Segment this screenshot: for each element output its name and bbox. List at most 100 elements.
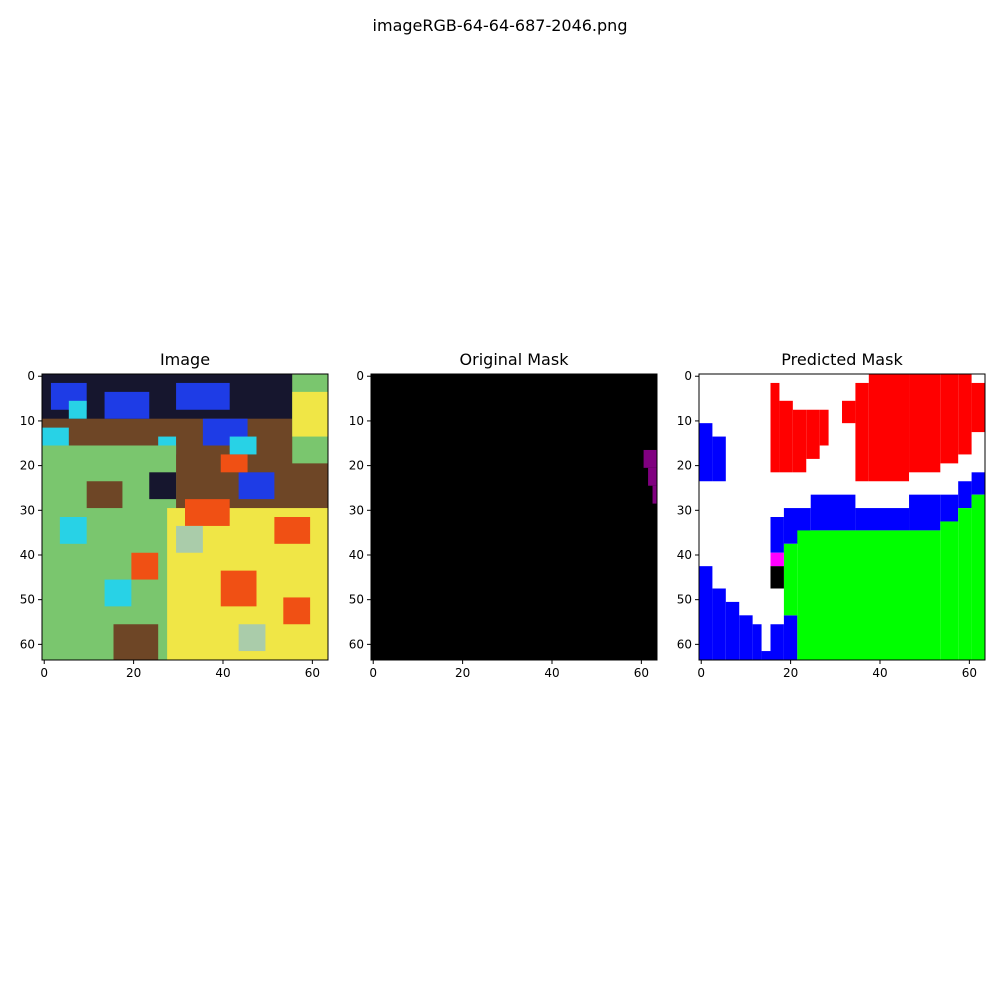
x-tick-label: 20 [455, 666, 470, 680]
y-tick-label: 50 [349, 593, 364, 607]
y-tick-label: 10 [677, 414, 692, 428]
mask-region [176, 525, 203, 553]
panel-2: Original Mask 0 20 40 60 0 10 20 30 40 50 60 [349, 350, 658, 680]
mask-region [712, 588, 726, 660]
axes-frame [370, 373, 658, 661]
y-tick-label: 40 [677, 548, 692, 562]
panel-title: Image [160, 350, 210, 369]
y-tick-label: 40 [349, 548, 364, 562]
mask-region [104, 391, 150, 419]
mask-region [770, 624, 784, 660]
mask-region [149, 472, 177, 500]
x-tick-label: 60 [305, 666, 320, 680]
panel-title: Original Mask [460, 350, 570, 369]
panel-title: Predicted Mask [781, 350, 903, 369]
y-tick-label: 40 [20, 548, 35, 562]
mask-region [770, 552, 784, 567]
panel-1: Image 0 20 40 60 0 10 20 30 40 50 60 [20, 350, 329, 680]
mask-region [971, 472, 985, 495]
mask-region [699, 423, 713, 482]
mask-region [909, 374, 941, 473]
mask-region [868, 374, 910, 482]
mask-region [797, 530, 941, 660]
x-tick-label: 20 [783, 666, 798, 680]
mask-region [104, 579, 132, 607]
x-tick-label: 20 [126, 666, 141, 680]
mask-region [274, 517, 311, 544]
mask-region [42, 427, 69, 446]
mask-region [752, 624, 762, 660]
mask-region [59, 517, 87, 544]
mask-region [810, 494, 856, 531]
mask-region [855, 508, 910, 531]
y-tick-label: 30 [20, 503, 35, 517]
y-tick-label: 50 [677, 593, 692, 607]
x-tick-label: 60 [634, 666, 649, 680]
mask-region [783, 615, 798, 660]
mask-region [131, 552, 159, 580]
x-tick-label: 40 [544, 666, 559, 680]
mask-region [699, 566, 713, 660]
x-tick-label: 40 [872, 666, 887, 680]
mask-region [113, 624, 159, 660]
mask-region [712, 436, 726, 482]
mask-region [770, 566, 784, 589]
x-tick-label: 0 [697, 666, 705, 680]
mask-region [770, 517, 784, 553]
mask-region [971, 382, 985, 433]
mask-region [792, 409, 807, 473]
mask-region [176, 382, 230, 410]
mask-region [652, 485, 657, 504]
figure-title: imageRGB-64-64-687-2046.png [372, 16, 628, 35]
mask-region [783, 543, 798, 616]
mask-region [185, 499, 230, 526]
y-tick-label: 50 [20, 593, 35, 607]
y-tick-label: 10 [349, 414, 364, 428]
y-tick-label: 30 [349, 503, 364, 517]
panel-3: Predicted Mask 0 20 40 60 0 10 20 30 40 50 60 [677, 350, 986, 680]
y-tick-label: 60 [349, 637, 364, 651]
mask-region [283, 597, 311, 625]
axes-frame [698, 373, 986, 661]
x-tick-label: 0 [369, 666, 377, 680]
x-tick-label: 60 [962, 666, 977, 680]
y-tick-label: 10 [20, 414, 35, 428]
mask-region [68, 400, 87, 419]
mask-region [761, 651, 771, 660]
y-tick-label: 60 [677, 637, 692, 651]
mask-region [292, 391, 328, 437]
mask-region [643, 449, 657, 468]
mask-region [770, 382, 780, 473]
mask-region [855, 382, 869, 482]
mask-region [238, 472, 275, 500]
mask-region [806, 409, 820, 459]
x-tick-label: 40 [215, 666, 230, 680]
mask-region [371, 374, 657, 660]
axes-frame [41, 373, 329, 661]
y-tick-label: 0 [356, 369, 364, 383]
mask-region [940, 521, 959, 660]
y-tick-label: 20 [349, 459, 364, 473]
mask-region [238, 624, 266, 652]
mask-region [648, 467, 657, 486]
mask-region [220, 454, 248, 473]
y-tick-label: 20 [20, 459, 35, 473]
y-tick-label: 0 [27, 369, 35, 383]
mask-region [971, 494, 985, 660]
mask-region [958, 481, 972, 509]
mask-region [229, 436, 257, 455]
mask-region [739, 615, 753, 660]
y-tick-label: 20 [677, 459, 692, 473]
y-tick-label: 60 [20, 637, 35, 651]
mask-region [842, 400, 856, 424]
mask-region [779, 400, 793, 473]
mask-region [220, 570, 257, 607]
mask-region [819, 409, 829, 446]
x-tick-label: 0 [40, 666, 48, 680]
mask-region [909, 494, 941, 531]
y-tick-label: 30 [677, 503, 692, 517]
mask-region [86, 481, 123, 509]
mask-region [958, 508, 972, 660]
mask-region [725, 601, 740, 660]
